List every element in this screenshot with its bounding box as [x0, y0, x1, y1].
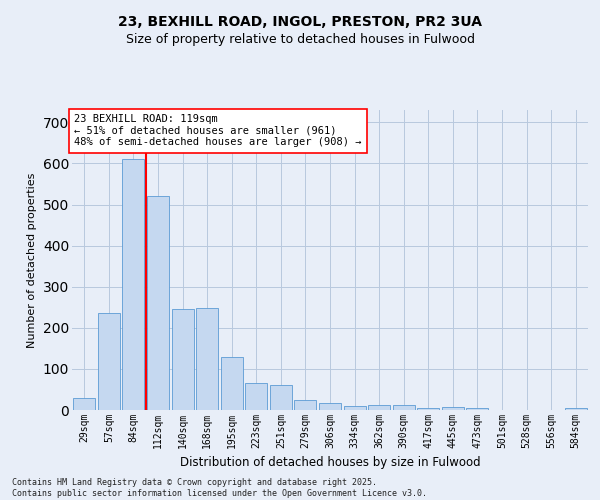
Bar: [417, 408, 439, 410]
Bar: [221, 356, 243, 410]
Bar: [73, 398, 95, 410]
Bar: [344, 406, 365, 410]
Bar: [368, 404, 390, 410]
Text: Contains HM Land Registry data © Crown copyright and database right 2025.
Contai: Contains HM Land Registry data © Crown c…: [12, 478, 427, 498]
Y-axis label: Number of detached properties: Number of detached properties: [27, 172, 37, 348]
Bar: [270, 386, 292, 410]
Bar: [245, 384, 268, 410]
Bar: [565, 408, 587, 410]
X-axis label: Distribution of detached houses by size in Fulwood: Distribution of detached houses by size …: [179, 456, 481, 469]
Bar: [442, 406, 464, 410]
Text: 23, BEXHILL ROAD, INGOL, PRESTON, PR2 3UA: 23, BEXHILL ROAD, INGOL, PRESTON, PR2 3U…: [118, 15, 482, 29]
Bar: [172, 310, 194, 410]
Bar: [122, 160, 145, 410]
Bar: [98, 314, 120, 410]
Bar: [147, 196, 169, 410]
Bar: [295, 400, 316, 410]
Bar: [466, 408, 488, 410]
Text: Size of property relative to detached houses in Fulwood: Size of property relative to detached ho…: [125, 32, 475, 46]
Bar: [196, 308, 218, 410]
Bar: [392, 404, 415, 410]
Bar: [319, 402, 341, 410]
Text: 23 BEXHILL ROAD: 119sqm
← 51% of detached houses are smaller (961)
48% of semi-d: 23 BEXHILL ROAD: 119sqm ← 51% of detache…: [74, 114, 362, 148]
